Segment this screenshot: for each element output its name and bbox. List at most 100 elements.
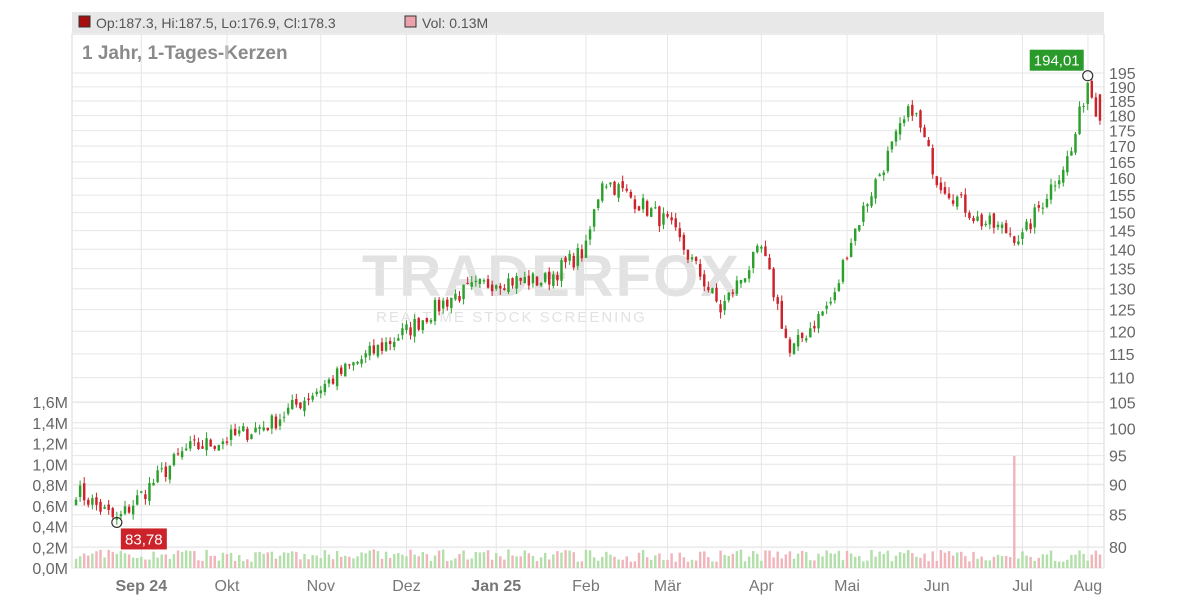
volume-bar: [890, 561, 894, 568]
candle-body: [303, 400, 306, 412]
volume-bar: [99, 549, 102, 568]
volume-bar: [413, 554, 416, 568]
volume-bar: [894, 555, 898, 568]
candle-body: [960, 194, 963, 196]
watermark-tagline: REALTIME STOCK SCREENING: [376, 309, 647, 326]
price-tick-label: 175: [1109, 124, 1136, 141]
candle-body: [503, 288, 506, 290]
candle-body: [907, 106, 910, 118]
volume-bar: [596, 560, 600, 568]
candle-body: [360, 359, 363, 364]
candle-body: [915, 113, 918, 115]
volume-bar: [617, 559, 620, 568]
volume-bar: [127, 554, 131, 568]
candle-body: [140, 491, 143, 493]
volume-bar: [209, 555, 212, 568]
volume-bar: [441, 549, 445, 568]
volume-bar: [666, 559, 669, 568]
volume-tick-label: 0,2M: [32, 540, 68, 557]
volume-tick-label: 0,8M: [32, 478, 68, 495]
volume-bar: [494, 553, 498, 568]
volume-bar: [727, 555, 730, 568]
price-tick-label: 125: [1109, 303, 1136, 320]
x-tick-label: Nov: [307, 578, 335, 595]
candle-body: [74, 499, 78, 506]
low-marker-flag: [120, 528, 167, 550]
candle-body: [291, 400, 294, 409]
candle-body: [127, 506, 131, 513]
volume-bar: [266, 552, 269, 568]
volume-bar: [984, 560, 987, 568]
volume-bar: [1033, 560, 1036, 568]
volume-bar: [1004, 555, 1008, 568]
volume-bar: [711, 561, 714, 568]
candle-body: [95, 497, 98, 505]
candle-body: [939, 182, 943, 191]
volume-bar: [462, 550, 465, 568]
x-tick-label: Feb: [572, 578, 600, 595]
volume-bar: [1017, 558, 1020, 568]
candle-body: [409, 327, 412, 336]
volume-bar: [821, 556, 824, 568]
candle-body: [776, 297, 779, 304]
volume-bar: [552, 554, 555, 568]
candle-body: [1094, 97, 1098, 117]
candle-body: [1057, 180, 1061, 185]
candle-body: [1066, 156, 1069, 173]
candle-body: [625, 188, 628, 191]
candle-body: [747, 270, 751, 279]
volume-bar: [613, 556, 616, 568]
volume-bar: [641, 550, 645, 568]
candle-body: [531, 273, 535, 284]
candle-body: [849, 242, 853, 257]
volume-bar: [670, 553, 673, 568]
candle-body: [388, 340, 392, 345]
candle-body: [335, 368, 339, 387]
volume-bar: [229, 552, 233, 568]
candle-body: [82, 483, 86, 501]
candle-body: [870, 196, 873, 207]
candle-body: [372, 345, 376, 354]
candle-body: [242, 426, 245, 432]
volume-tick-label: 1,4M: [32, 416, 68, 433]
price-tick-label: 140: [1109, 242, 1136, 259]
volume-bar: [572, 552, 575, 568]
candle-body: [955, 196, 959, 207]
high-marker-flag: [1029, 49, 1084, 71]
candle-body: [743, 278, 747, 282]
low-marker-label: 83,78: [125, 531, 163, 548]
volume-bar: [882, 553, 885, 568]
price-tick-label: 100: [1109, 421, 1136, 438]
volume-bar: [242, 560, 245, 568]
candle-body: [91, 498, 94, 505]
x-tick-label: Dez: [392, 578, 420, 595]
candle-body: [352, 362, 355, 366]
volume-bar: [645, 557, 649, 568]
volume-bar: [315, 555, 318, 568]
candle-body: [682, 235, 686, 250]
volume-bar: [927, 561, 930, 568]
candle-body: [1070, 151, 1073, 156]
candle-body: [311, 395, 314, 400]
candle-body: [1004, 223, 1008, 234]
candle-body: [107, 504, 110, 511]
volume-bar: [503, 559, 506, 568]
volume-bar: [352, 558, 355, 568]
volume-bar: [368, 550, 371, 568]
volume-bar: [250, 561, 253, 568]
volume-legend-text: Vol: 0.13M: [422, 15, 488, 31]
volume-bar: [919, 557, 922, 568]
candle-body: [796, 334, 800, 347]
volume-bar: [246, 559, 249, 568]
candle-body: [421, 320, 425, 331]
candle-body: [609, 182, 612, 185]
volume-tick-label: 1,6M: [32, 395, 68, 412]
volume-bar: [164, 554, 168, 568]
candle-body: [866, 204, 869, 207]
volume-bar: [111, 551, 114, 568]
candle-body: [1049, 184, 1053, 200]
volume-bar: [205, 549, 208, 568]
volume-bar: [401, 554, 404, 568]
price-tick-label: 135: [1109, 262, 1136, 279]
volume-bar: [274, 558, 278, 568]
